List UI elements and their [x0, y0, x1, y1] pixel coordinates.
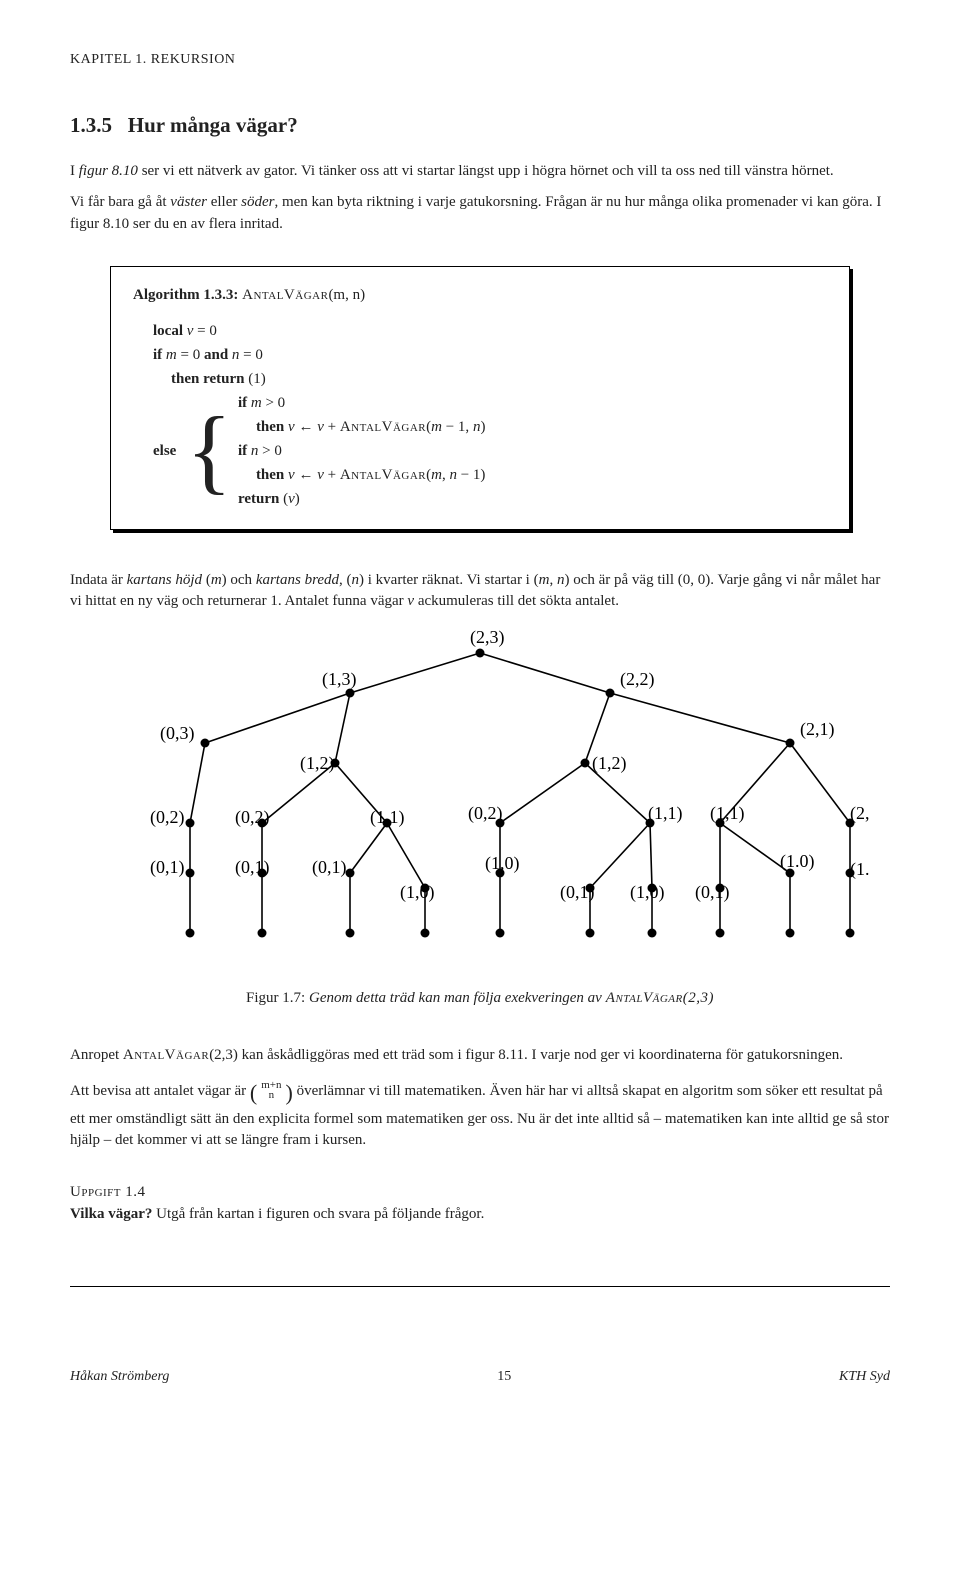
- algo-line: if n > 0: [238, 439, 486, 463]
- figure-text: Genom detta träd kan man följa exekverin…: [309, 990, 602, 1006]
- algorithm-title: Algorithm 1.3.3: AntalVägar(m, n): [133, 285, 827, 307]
- section-title: Hur många vägar?: [128, 113, 298, 137]
- algo-line: then v ← v + AntalVägar(m, n − 1): [256, 463, 486, 487]
- algo-name: AntalVägar: [123, 1047, 209, 1063]
- footer-page: 15: [497, 1367, 511, 1387]
- text: ser vi ett nätverk av gator. Vi tänker o…: [138, 163, 834, 179]
- text: (2,3) kan åskådliggöras med ett träd som…: [209, 1047, 843, 1063]
- svg-text:(2,0): (2,0): [850, 803, 870, 824]
- svg-text:(2,2): (2,2): [620, 669, 655, 690]
- chapter-header: KAPITEL 1. REKURSION: [70, 50, 890, 70]
- text: I: [70, 163, 79, 179]
- algorithm-body: local v = 0 if m = 0 and n = 0 then retu…: [153, 319, 827, 511]
- svg-text:(0,2): (0,2): [150, 807, 185, 828]
- brace-content: if m > 0 then v ← v + AntalVägar(m − 1, …: [238, 391, 486, 511]
- execution-tree: (2,3) (1,3) (2,2) (0,3) (1,2) (1,2) (2,1) (0,2)…: [90, 623, 870, 963]
- text: eller: [207, 194, 241, 210]
- algo-line: local v = 0: [153, 319, 827, 343]
- svg-text:(0,1): (0,1): [235, 857, 270, 878]
- svg-text:(1.0): (1.0): [780, 851, 815, 872]
- paragraph-3: Indata är kartans höjd (m) och kartans b…: [70, 570, 890, 614]
- section-number: 1.3.5: [70, 113, 112, 137]
- svg-text:(1,1): (1,1): [648, 803, 683, 824]
- binom-bot: n: [261, 1091, 281, 1101]
- figure-text: AntalVägar(2,3): [602, 990, 714, 1006]
- svg-text:(0,3): (0,3): [160, 723, 195, 744]
- section-heading: 1.3.5 Hur många vägar?: [70, 110, 890, 140]
- algo-line: return (v): [238, 487, 486, 511]
- algo-line: then return (1): [171, 367, 827, 391]
- algo-line: then v ← v + AntalVägar(m − 1, n): [256, 415, 486, 439]
- exercise-label: Uppgift 1.4: [70, 1182, 890, 1204]
- svg-text:(0,1): (0,1): [560, 882, 595, 903]
- text: Utgå från kartan i figuren och svara på …: [152, 1206, 484, 1222]
- page-footer: Håkan Strömberg 15 KTH Syd: [70, 1367, 890, 1387]
- exercise-text: Vilka vägar? Utgå från kartan i figuren …: [70, 1204, 890, 1226]
- text: Algorithm 1.3.3:: [133, 287, 238, 303]
- svg-text:(2,1): (2,1): [800, 719, 835, 740]
- footer-author: Håkan Strömberg: [70, 1367, 169, 1387]
- algorithm-box: Algorithm 1.3.3: AntalVägar(m, n) local …: [110, 266, 850, 530]
- algo-else: else { if m > 0 then v ← v + AntalVägar(…: [153, 391, 827, 511]
- svg-text:(1,2): (1,2): [592, 753, 627, 774]
- svg-text:(0,2): (0,2): [235, 807, 270, 828]
- svg-text:(2,3): (2,3): [470, 627, 505, 648]
- text: väster: [170, 194, 207, 210]
- algo-name: AntalVägar: [242, 287, 328, 303]
- svg-text:(1,0): (1,0): [485, 853, 520, 874]
- svg-text:(0,1): (0,1): [695, 882, 730, 903]
- algo-line: if m > 0: [238, 391, 486, 415]
- svg-text:(1,3): (1,3): [322, 669, 357, 690]
- paragraph-2: Vi får bara gå åt väster eller söder, me…: [70, 192, 890, 236]
- algo-args: (m, n): [328, 287, 365, 303]
- text: Vi får bara gå åt: [70, 194, 170, 210]
- else-keyword: else: [153, 439, 186, 463]
- footer-rule: [70, 1286, 890, 1287]
- svg-text:(0,1): (0,1): [312, 857, 347, 878]
- figure-ref: figur 8.10: [79, 163, 138, 179]
- brace-icon: {: [186, 408, 238, 494]
- algo-line: if m = 0 and n = 0: [153, 343, 827, 367]
- footer-org: KTH Syd: [839, 1367, 890, 1387]
- svg-text:(1,0): (1,0): [400, 882, 435, 903]
- text: Att bevisa att antalet vägar är: [70, 1083, 250, 1099]
- binomial: m+nn: [257, 1081, 285, 1101]
- text: söder: [241, 194, 274, 210]
- figure-number: Figur 1.7:: [246, 990, 309, 1006]
- svg-text:(1,1): (1,1): [370, 807, 405, 828]
- paragraph-4: Anropet AntalVägar(2,3) kan åskådliggöra…: [70, 1045, 890, 1067]
- figure-caption: Figur 1.7: Genom detta träd kan man följ…: [70, 988, 890, 1010]
- svg-text:(1.0): (1.0): [850, 859, 870, 880]
- svg-text:(1,0): (1,0): [630, 882, 665, 903]
- svg-text:(1,2): (1,2): [300, 753, 335, 774]
- svg-text:(0,1): (0,1): [150, 857, 185, 878]
- exercise-question: Vilka vägar?: [70, 1206, 152, 1222]
- svg-text:(1,1): (1,1): [710, 803, 745, 824]
- paragraph-5: Att bevisa att antalet vägar är (m+nn) ö…: [70, 1077, 890, 1152]
- svg-text:(0,2): (0,2): [468, 803, 503, 824]
- paragraph-1: I figur 8.10 ser vi ett nätverk av gator…: [70, 161, 890, 183]
- text: Anropet: [70, 1047, 123, 1063]
